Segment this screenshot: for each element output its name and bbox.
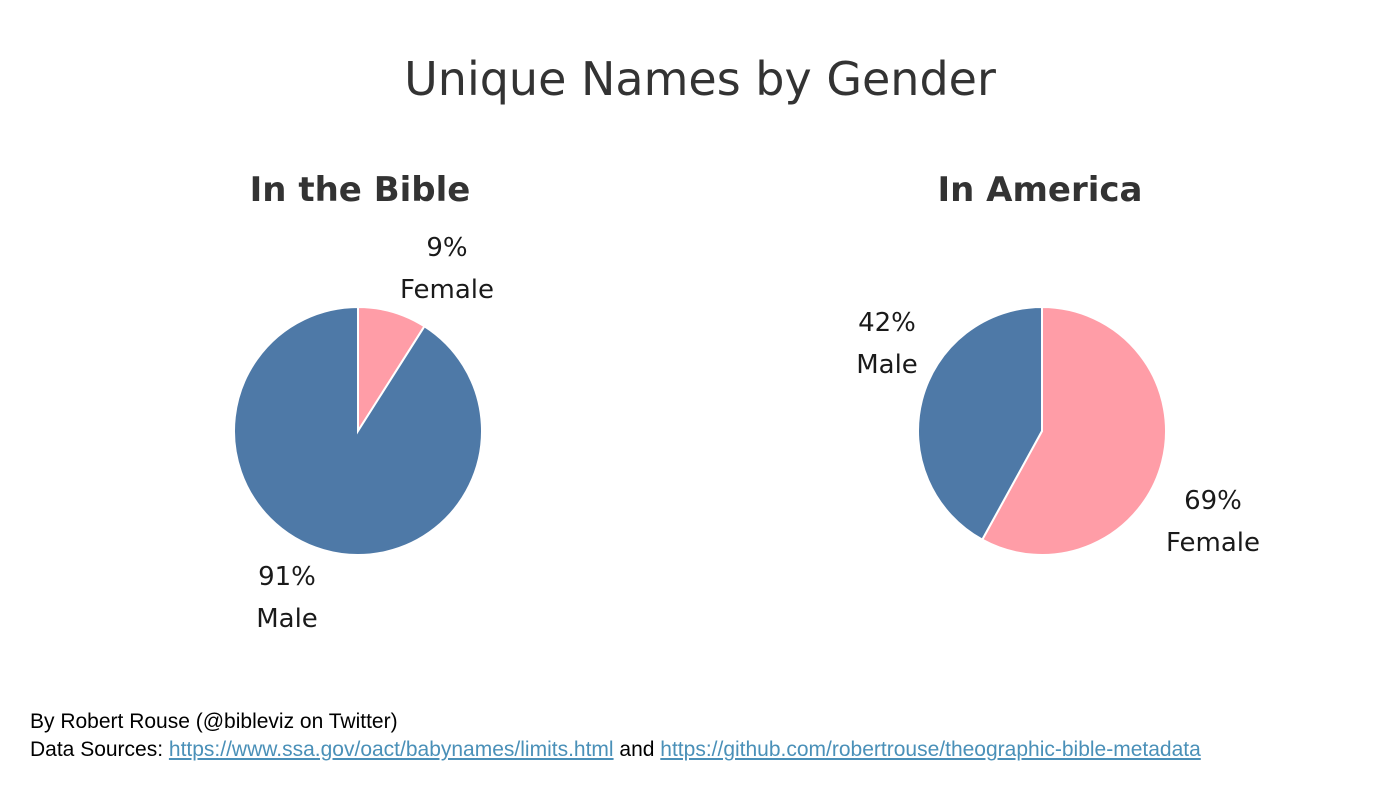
pie-slice-bible-male bbox=[233, 305, 483, 556]
chart-title-america: In America bbox=[937, 170, 1143, 210]
slice-name-label-bible-male: Male bbox=[256, 604, 318, 634]
pie-slice-america-female bbox=[980, 305, 1167, 556]
sources-joiner: and bbox=[613, 738, 661, 761]
pie-chart-america: In America 69% Female 42% Male bbox=[800, 160, 1280, 660]
footer-byline: By Robert Rouse (@bibleviz on Twitter) bbox=[30, 710, 398, 733]
slice-percent-label-america-male: 42% bbox=[858, 308, 916, 338]
pie-svg-bible: 9% Female 91% Male bbox=[233, 233, 494, 634]
slice-percent-label-bible-male: 91% bbox=[258, 562, 316, 592]
chart-title-bible: In the Bible bbox=[249, 170, 471, 210]
github-source-link[interactable]: https://github.com/robertrouse/theograph… bbox=[660, 738, 1201, 761]
pie-slice-america-male bbox=[917, 305, 1043, 542]
footer-sources: Data Sources: https://www.ssa.gov/oact/b… bbox=[30, 736, 1201, 764]
slice-percent-label-bible-female: 9% bbox=[426, 233, 467, 263]
slice-name-label-bible-female: Female bbox=[400, 275, 494, 305]
footer: By Robert Rouse (@bibleviz on Twitter) D… bbox=[30, 708, 1201, 764]
page-title: Unique Names by Gender bbox=[404, 52, 996, 106]
slice-name-label-america-female: Female bbox=[1166, 528, 1260, 558]
slice-percent-label-america-female: 69% bbox=[1184, 486, 1242, 516]
pie-chart-bible: In the Bible 9% Female 91% Male bbox=[120, 160, 600, 660]
slice-name-label-america-male: Male bbox=[856, 350, 918, 380]
ssa-source-link[interactable]: https://www.ssa.gov/oact/babynames/limit… bbox=[168, 738, 614, 761]
sources-prefix: Data Sources: bbox=[30, 738, 169, 761]
pie-svg-america: 69% Female 42% Male bbox=[856, 305, 1260, 558]
